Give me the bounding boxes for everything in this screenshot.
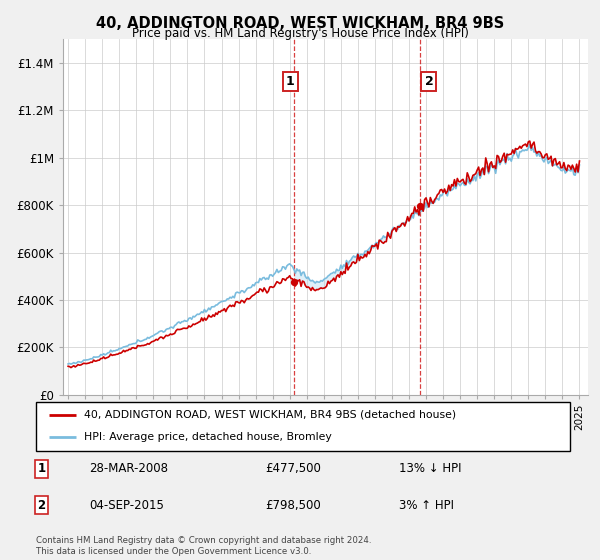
Text: 28-MAR-2008: 28-MAR-2008 — [89, 462, 169, 475]
Text: 2: 2 — [425, 76, 433, 88]
Text: 04-SEP-2015: 04-SEP-2015 — [89, 498, 164, 511]
Text: 1: 1 — [37, 462, 46, 475]
Text: HPI: Average price, detached house, Bromley: HPI: Average price, detached house, Brom… — [84, 432, 332, 442]
Text: 3% ↑ HPI: 3% ↑ HPI — [399, 498, 454, 511]
Text: 1: 1 — [286, 76, 295, 88]
Text: 13% ↓ HPI: 13% ↓ HPI — [399, 462, 461, 475]
Text: 2: 2 — [37, 498, 46, 511]
Text: £477,500: £477,500 — [266, 462, 322, 475]
Text: 40, ADDINGTON ROAD, WEST WICKHAM, BR4 9BS (detached house): 40, ADDINGTON ROAD, WEST WICKHAM, BR4 9B… — [84, 410, 456, 420]
FancyBboxPatch shape — [36, 402, 570, 451]
Text: Price paid vs. HM Land Registry's House Price Index (HPI): Price paid vs. HM Land Registry's House … — [131, 27, 469, 40]
Text: 40, ADDINGTON ROAD, WEST WICKHAM, BR4 9BS: 40, ADDINGTON ROAD, WEST WICKHAM, BR4 9B… — [96, 16, 504, 31]
Point — [289, 277, 298, 286]
Text: Contains HM Land Registry data © Crown copyright and database right 2024.
This d: Contains HM Land Registry data © Crown c… — [36, 536, 371, 556]
Point — [416, 201, 425, 210]
Text: £798,500: £798,500 — [266, 498, 322, 511]
